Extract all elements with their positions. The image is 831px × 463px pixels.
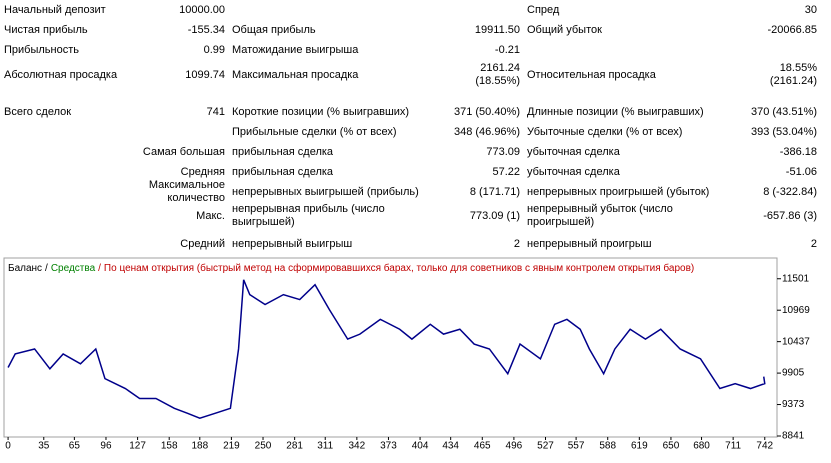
- table-cell: 57.22: [492, 165, 520, 178]
- table-cell: Короткие позиции (% выигравших): [232, 105, 410, 118]
- table-cell: Максимальная просадка: [232, 68, 359, 81]
- table-cell: 18.55% (2161.24): [769, 62, 817, 87]
- table-cell: 773.09 (1): [469, 209, 520, 222]
- y-tick-label: 8841: [782, 431, 805, 442]
- plot-frame: [3, 257, 778, 438]
- balance-line: [7, 279, 766, 419]
- x-tick-label: 35: [38, 441, 50, 452]
- table-cell: 371 (50.40%): [453, 105, 520, 118]
- x-tick-label: 465: [474, 441, 491, 452]
- table-cell: 741: [206, 105, 225, 118]
- x-tick-label: 219: [223, 441, 240, 452]
- table-cell: -20066.85: [767, 23, 817, 36]
- table-cell: 19911.50: [474, 23, 520, 36]
- x-tick-label: 342: [349, 441, 366, 452]
- table-cell: -155.34: [187, 23, 225, 36]
- table-cell: 30: [804, 3, 817, 16]
- table-cell: Начальный депозит: [4, 3, 106, 16]
- table-cell: 0.99: [203, 43, 225, 56]
- table-cell: Максимальное количество: [148, 179, 225, 204]
- table-cell: непрерывный проигрыш: [527, 237, 652, 250]
- table-cell: 1099.74: [185, 68, 225, 81]
- x-tick-label: 311: [317, 441, 333, 452]
- legend-balance: Баланс: [8, 263, 42, 274]
- table-cell: Прибыльность: [4, 43, 79, 56]
- table-cell: 393 (53.04%): [750, 125, 817, 138]
- table-cell: прибыльная сделка: [232, 165, 334, 178]
- table-cell: Относительная просадка: [527, 68, 656, 81]
- table-cell: -657.86 (3): [763, 209, 817, 222]
- table-cell: Прибыльные сделки (% от всех): [232, 125, 397, 138]
- x-tick-label: 496: [506, 441, 523, 452]
- legend-equity: Средства: [51, 263, 96, 274]
- table-cell: прибыльная сделка: [232, 145, 334, 158]
- x-tick-label: 527: [537, 441, 554, 452]
- table-cell: Абсолютная просадка: [4, 68, 118, 81]
- x-tick-label: 188: [191, 441, 208, 452]
- table-cell: Самая большая: [142, 145, 225, 158]
- table-cell: Спред: [527, 3, 560, 16]
- table-cell: 370 (43.51%): [750, 105, 817, 118]
- table-cell: 773.09: [486, 145, 520, 158]
- y-tick-label: 11501: [782, 273, 810, 284]
- x-tick-label: 650: [663, 441, 680, 452]
- table-cell: 8 (171.71): [469, 185, 520, 198]
- table-cell: Общая прибыль: [232, 23, 316, 36]
- table-cell: непрерывный убыток (число проигрышей): [527, 203, 673, 228]
- x-tick-label: 250: [255, 441, 272, 452]
- table-cell: Матожидание выигрыша: [232, 43, 359, 56]
- x-tick-label: 127: [129, 441, 146, 452]
- table-cell: Убыточные сделки (% от всех): [527, 125, 683, 138]
- table-cell: непрерывный выигрыш: [232, 237, 353, 250]
- x-tick-label: 557: [568, 441, 585, 452]
- table-cell: непрерывная прибыль (число выигрышей): [232, 203, 385, 228]
- x-tick-label: 588: [599, 441, 616, 452]
- y-tick-label: 10969: [782, 305, 810, 316]
- x-tick-label: 680: [693, 441, 710, 452]
- table-cell: 2161.24 (18.55%): [475, 62, 520, 87]
- x-tick-label: 158: [161, 441, 178, 452]
- x-tick-label: 742: [756, 441, 773, 452]
- x-tick-label: 711: [725, 441, 741, 452]
- table-cell: 2: [810, 237, 817, 250]
- table-cell: убыточная сделка: [527, 145, 620, 158]
- report-table: Начальный депозит 10000.00 Спред 30 Чистая п…: [4, 3, 817, 250]
- legend-separator: /: [45, 263, 48, 274]
- x-tick-label: 281: [286, 441, 303, 452]
- legend: Баланс / Средства / По ценам открытия (быстр…: [8, 262, 694, 274]
- table-cell: Чистая прибыль: [4, 23, 88, 36]
- x-tick-label: 0: [5, 441, 11, 452]
- y-tick-label: 9905: [782, 368, 805, 379]
- table-cell: непрерывных проигрышей (убыток): [527, 185, 710, 198]
- table-cell: 8 (-322.84): [763, 185, 817, 198]
- table-cell: Средняя: [180, 165, 225, 178]
- y-tick-label: 10437: [782, 336, 810, 347]
- table-cell: Средний: [180, 237, 225, 250]
- table-cell: -0.21: [494, 43, 520, 56]
- table-cell: 348 (46.96%): [453, 125, 520, 138]
- table-cell: -386.18: [779, 145, 817, 158]
- legend-separator: /: [98, 263, 101, 274]
- table-cell: 2: [513, 237, 520, 250]
- x-tick-label: 65: [69, 441, 81, 452]
- table-cell: 10000.00: [179, 3, 225, 16]
- legend-note: По ценам открытия (быстрый метод на сфор…: [104, 262, 694, 274]
- y-tick-label: 9373: [782, 399, 805, 410]
- table-cell: Длинные позиции (% выигравших): [527, 105, 704, 118]
- table-cell: убыточная сделка: [527, 165, 620, 178]
- table-cell: Всего сделок: [4, 105, 72, 118]
- x-tick-label: 434: [442, 441, 459, 452]
- table-cell: Общий убыток: [527, 23, 602, 36]
- table-cell: непрерывных выигрышей (прибыль): [232, 185, 419, 198]
- x-tick-label: 619: [631, 441, 648, 452]
- x-tick-label: 373: [380, 441, 397, 452]
- table-cell: -51.06: [785, 165, 817, 178]
- x-tick-label: 404: [412, 441, 429, 452]
- x-tick-label: 96: [100, 441, 112, 452]
- table-cell: Макс.: [196, 209, 225, 222]
